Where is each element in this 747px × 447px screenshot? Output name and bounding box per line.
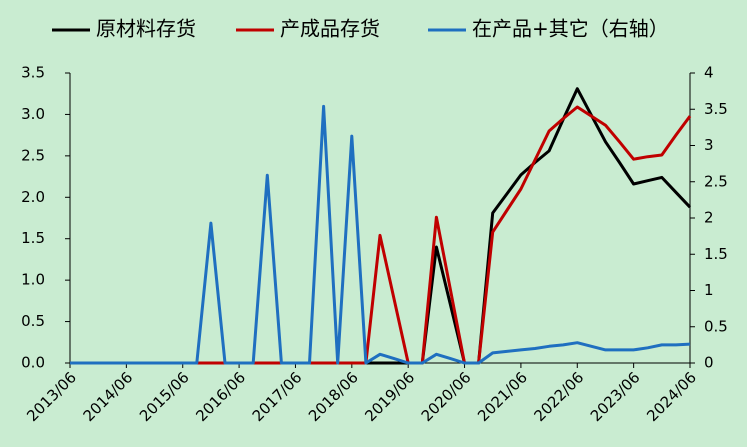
series-line [70, 104, 691, 365]
y-tick-label: 3.0 [21, 105, 45, 123]
y-tick-label: 2.5 [21, 146, 45, 164]
y2-tick-label: 1 [704, 281, 714, 299]
legend-label: 原材料存货 [96, 17, 196, 41]
y-tick-label: 1.5 [21, 229, 45, 247]
y2-tick-label: 1.5 [704, 245, 728, 263]
y2-tick-label: 3.5 [704, 100, 728, 118]
y-tick-label: 0.5 [21, 312, 45, 330]
y-tick-label: 1.0 [21, 271, 45, 289]
y-tick-label: 0.0 [21, 354, 45, 372]
y2-tick-label: 0 [704, 354, 714, 372]
legend-label: 产成品存货 [280, 17, 380, 41]
y2-tick-label: 0.5 [704, 317, 728, 335]
y2-tick-label: 2.5 [704, 172, 728, 190]
y2-tick-label: 4 [704, 64, 714, 82]
legend-label: 在产品+其它（右轴） [472, 17, 669, 41]
y2-tick-label: 3 [704, 136, 714, 154]
y-tick-label: 3.5 [21, 64, 45, 82]
y-tick-label: 2.0 [21, 188, 45, 206]
y2-tick-label: 2 [704, 209, 714, 227]
